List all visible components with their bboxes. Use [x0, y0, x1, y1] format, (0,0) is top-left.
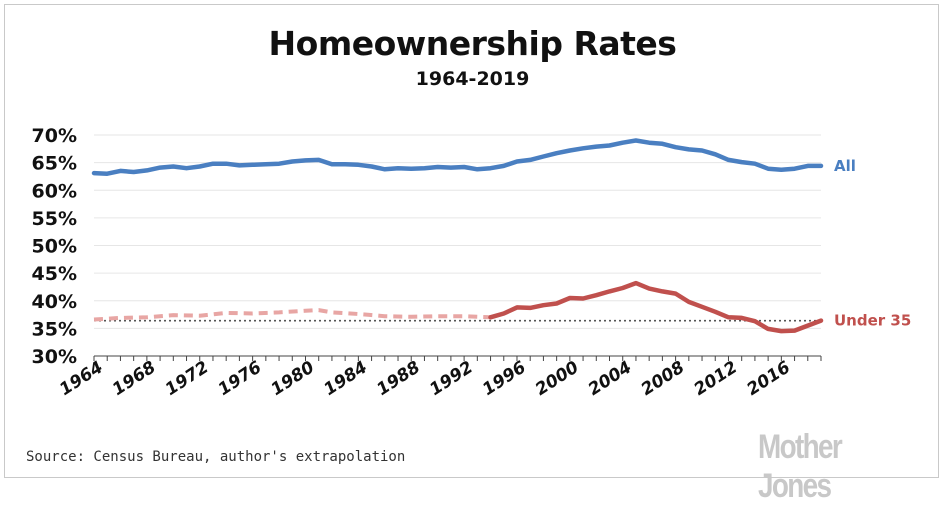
- x-tick-label: 2016: [743, 357, 794, 400]
- x-tick-label: 1980: [268, 357, 319, 400]
- y-tick-label: 55%: [32, 208, 77, 230]
- y-tick-label: 35%: [32, 318, 77, 340]
- x-tick-label: 1988: [373, 357, 424, 400]
- chart-frame: [4, 4, 939, 478]
- x-tick-label: 2000: [532, 357, 583, 400]
- x-tick-label: 1976: [215, 357, 266, 400]
- series-line-under-35-extrapolated: [93, 308, 491, 322]
- chart-title: Homeownership Rates: [268, 24, 677, 63]
- grid-lines: [94, 134, 821, 329]
- x-tick-label: 1996: [479, 357, 530, 400]
- x-tick-label: 1972: [162, 357, 213, 400]
- y-tick-label: 65%: [32, 153, 77, 175]
- source-note: Source: Census Bureau, author's extrapol…: [26, 449, 406, 465]
- x-axis: 1964 1968 1972 1976 1980 1984 1988 1992 1996 2000…: [56, 355, 822, 400]
- x-tick-label: 1968: [109, 357, 160, 400]
- y-axis-ticks: 30% 35% 40% 45% 50% 55% 60% 65% 70%: [32, 125, 77, 368]
- line-chart: 30% 35% 40% 45% 50% 55% 60% 65% 70% 1964 1968 1972…: [32, 125, 912, 400]
- brand-logo: Mother Jones: [758, 428, 843, 505]
- series-line-under-35: [488, 280, 824, 334]
- x-tick-label: 2012: [691, 357, 742, 400]
- y-tick-label: 60%: [32, 180, 77, 202]
- x-tick-label: 1984: [321, 357, 372, 400]
- x-tick-label: 2004: [585, 357, 636, 400]
- series-lines: [91, 138, 824, 334]
- y-tick-label: 50%: [32, 236, 77, 258]
- y-tick-label: 45%: [32, 263, 77, 285]
- chart-subtitle: 1964-2019: [415, 68, 530, 90]
- series-label-under-35: Under 35: [834, 312, 911, 330]
- y-tick-label: 70%: [32, 125, 77, 147]
- x-tick-label: 2008: [638, 357, 689, 400]
- series-labels: All Under 35: [834, 157, 911, 330]
- y-tick-label: 40%: [32, 291, 77, 313]
- series-label-all: All: [834, 157, 856, 175]
- y-tick-label: 30%: [32, 346, 77, 368]
- x-tick-label: 1992: [426, 357, 477, 400]
- series-line-all: [91, 138, 824, 176]
